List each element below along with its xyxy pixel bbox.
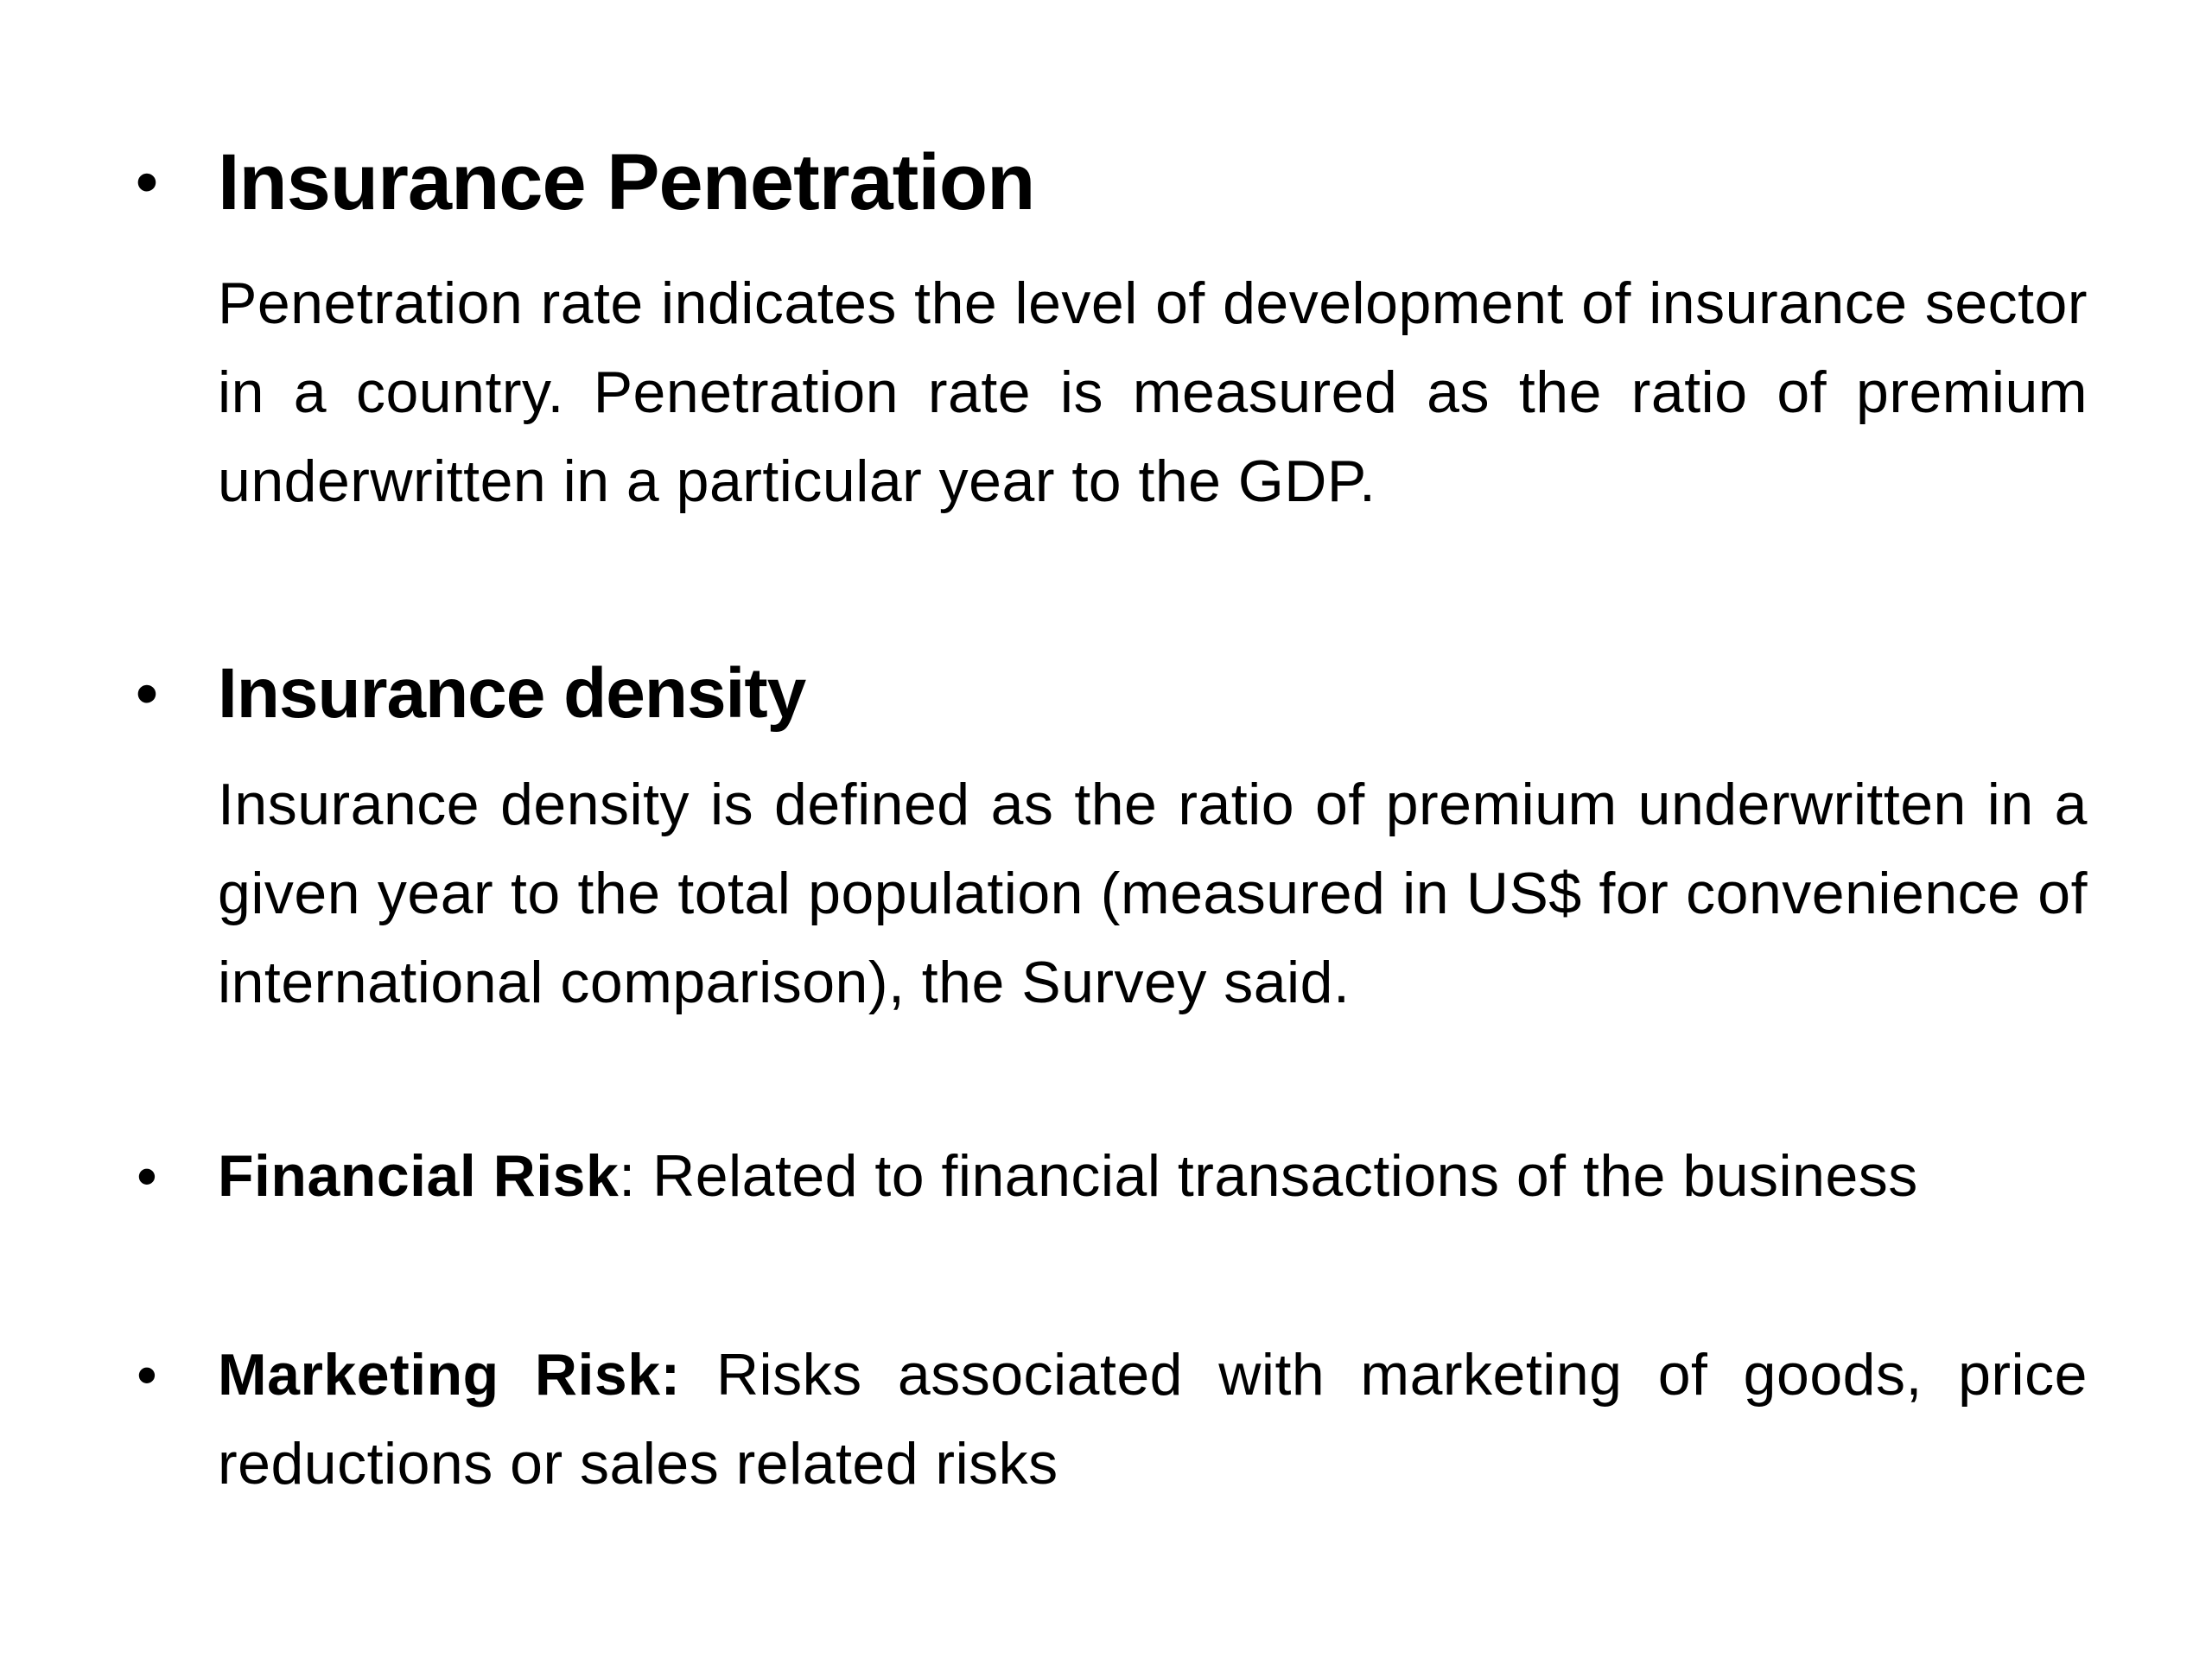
paragraph-financial-risk: Financial Risk: Related to financial tra… xyxy=(218,1132,2088,1221)
paragraph-insurance-penetration: Penetration rate indicates the level of … xyxy=(218,270,2088,514)
separator-financial-risk: : xyxy=(619,1143,636,1209)
bullet-icon: • xyxy=(136,659,158,728)
bullet-icon: • xyxy=(137,1344,157,1406)
paragraph-insurance-density: Insurance density is defined as the rati… xyxy=(218,772,2088,1015)
heading-insurance-penetration: Insurance Penetration xyxy=(218,138,1035,226)
lead-financial-risk: Financial Risk xyxy=(218,1143,620,1209)
paragraph-marketing-risk: Marketing Risk: Risks associated with ma… xyxy=(218,1331,2088,1509)
body-financial-risk: Related to financial transactions of the… xyxy=(635,1143,1918,1209)
bullet-icon: • xyxy=(136,148,158,217)
lead-marketing-risk: Marketing Risk: xyxy=(218,1342,681,1408)
bullet-icon: • xyxy=(137,1145,157,1207)
body-marketing-risk: Risks associated with marketing of goods… xyxy=(218,1342,2088,1497)
heading-insurance-density: Insurance density xyxy=(218,654,806,733)
